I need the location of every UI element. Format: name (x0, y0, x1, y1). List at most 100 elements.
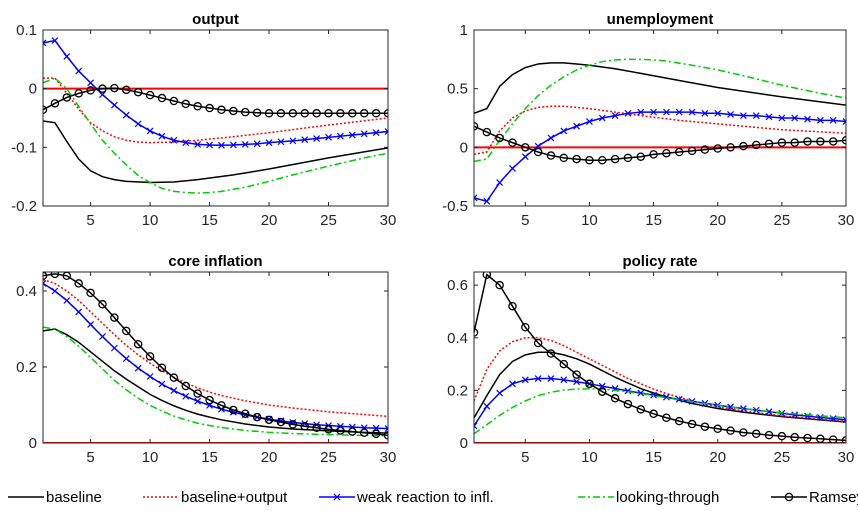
marker-stroke (170, 136, 178, 144)
series-point-ramsey (371, 429, 381, 439)
marker-stroke (496, 389, 504, 397)
series-point-ramsey (193, 102, 202, 111)
series-point-ramsey (169, 96, 179, 106)
series-point-ramsey (482, 127, 492, 137)
panel-title: unemployment (607, 11, 714, 28)
x-tick-label: 10 (142, 449, 159, 466)
series-point-ramsey (86, 288, 95, 298)
marker-stroke (662, 108, 670, 116)
marker-stroke (560, 376, 568, 384)
series-line-looking (43, 326, 388, 437)
series-point-weak (43, 39, 47, 47)
series-point-ramsey (359, 109, 369, 118)
series-point-ramsey (276, 417, 286, 427)
series-point-weak (158, 380, 166, 388)
series-point-weak (586, 118, 593, 125)
series-line-baseline (474, 351, 846, 423)
x-tick-label: 5 (521, 212, 529, 229)
marker-stroke (360, 130, 368, 138)
series-point-ramsey (193, 389, 202, 398)
series-point-weak (63, 297, 71, 304)
panel-title: policy rate (622, 253, 697, 270)
series-point-weak (496, 389, 504, 397)
panel-output: output 5 10 15 20 25 30 0.1 0 -0.1 -0.2 (11, 11, 396, 229)
series-point-ramsey (610, 394, 620, 403)
marker-stroke (134, 120, 142, 128)
series-point-ramsey (371, 109, 381, 118)
axes-box (473, 271, 847, 444)
marker-stroke (110, 101, 118, 109)
series-point-weak (637, 389, 645, 397)
marker-stroke (134, 364, 142, 372)
series-point-ramsey (546, 349, 556, 358)
marker-stroke (829, 415, 837, 422)
series-point-weak (241, 140, 249, 148)
series-point-ramsey (739, 141, 748, 151)
series-point-weak (87, 321, 95, 328)
marker-stroke (483, 402, 491, 410)
panel-unemployment: unemployment 5 10 15 20 25 30 1 0.5 0 -0.5 (442, 11, 854, 229)
y-tick-label: 0 (29, 81, 37, 98)
series-point-ramsey (324, 425, 333, 434)
series-point-weak (134, 364, 142, 372)
x-tick-label: 30 (838, 212, 855, 229)
x-tick-label: 25 (320, 212, 337, 229)
x-tick-label: 5 (86, 449, 94, 466)
marker-stroke (51, 37, 59, 44)
series-point-weak (496, 179, 504, 186)
series-point-ramsey (572, 370, 581, 379)
series-point-weak (265, 139, 273, 147)
marker-stroke (829, 116, 837, 124)
series-point-ramsey (726, 143, 735, 152)
x-tick-label: 15 (201, 212, 218, 229)
series-point-ramsey (521, 322, 530, 332)
series-point-ramsey (533, 338, 543, 348)
series-point-weak (134, 120, 142, 128)
series-point-weak (75, 308, 83, 316)
axes-box (42, 271, 389, 444)
series-point-ramsey (157, 93, 167, 103)
series-point-ramsey (205, 395, 214, 405)
marker-stroke (637, 389, 645, 397)
marker-stroke (372, 129, 380, 137)
marker-stroke (43, 42, 47, 47)
marker-stroke (43, 282, 47, 287)
series-point-weak (829, 116, 837, 124)
x-tick-label: 20 (261, 212, 278, 229)
series-point-weak (662, 393, 670, 401)
marker-stroke (182, 139, 190, 147)
series-point-weak (483, 197, 491, 205)
series-point-ramsey (636, 152, 646, 161)
plot-area (43, 272, 388, 443)
series-point-ramsey (133, 339, 143, 349)
legend-label-baseline-output: baseline+output (181, 489, 288, 506)
series-point-ramsey (348, 427, 357, 436)
series-line-ramsey (43, 273, 388, 437)
series-point-ramsey (828, 435, 838, 443)
marker-stroke (637, 108, 645, 116)
series-point-weak (637, 108, 645, 116)
series-point-ramsey (751, 429, 761, 439)
legend-label-looking-through: looking-through (616, 489, 719, 506)
series-point-ramsey (50, 99, 60, 108)
series-point-ramsey (610, 154, 620, 164)
series-point-weak (336, 132, 344, 140)
series-point-weak (325, 133, 332, 141)
series-point-weak (778, 114, 786, 122)
x-tick-label: 30 (838, 449, 855, 466)
series-line-baseline (43, 328, 388, 434)
series-point-ramsey (240, 409, 250, 418)
series-line-baseline_output (43, 77, 388, 144)
series-point-ramsey (74, 89, 83, 98)
series-point-weak (573, 122, 581, 130)
series-point-ramsey (300, 109, 309, 118)
series-point-weak (560, 127, 568, 135)
series-point-ramsey (713, 144, 722, 153)
marker-stroke (752, 112, 760, 120)
marker-stroke (229, 141, 237, 149)
series-point-weak (384, 128, 388, 135)
series-point-ramsey (828, 137, 838, 146)
series-point-ramsey (336, 109, 345, 118)
series-point-weak (301, 136, 309, 144)
series-point-weak (701, 109, 709, 117)
